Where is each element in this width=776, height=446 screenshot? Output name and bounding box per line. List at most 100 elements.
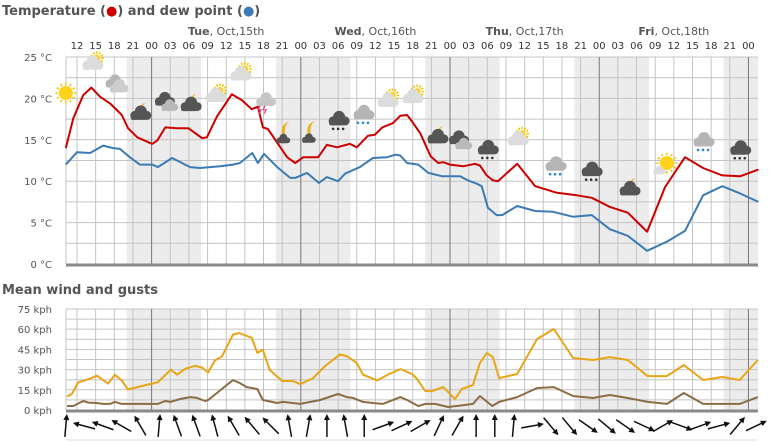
- partly-cloudy-day-icon: [230, 61, 252, 81]
- cloudy-night-icon: [619, 177, 641, 196]
- day-label: Tue, Oct,15th: [188, 25, 264, 38]
- arrow-head: [111, 420, 119, 426]
- y-tick-label: 10 °C: [24, 177, 52, 188]
- wind-direction-arrow-icon: [433, 415, 445, 437]
- wind-direction-arrow-icon: [305, 414, 313, 437]
- partly-cloudy-day-icon: [402, 84, 425, 104]
- wind-chart-title: Mean wind and gusts: [2, 283, 158, 298]
- wind-direction-arrow-icon: [745, 420, 767, 432]
- moon-night-icon: [302, 121, 317, 143]
- day-name: Fri: [638, 25, 654, 38]
- hour-tick-label: 00: [444, 41, 457, 52]
- arrow-head: [91, 421, 99, 427]
- moon-night-icon: [276, 121, 291, 144]
- wind-direction-arrow-icon: [323, 414, 330, 437]
- arrow-head: [210, 414, 217, 421]
- hour-tick-label: 18: [108, 41, 121, 52]
- arrow-head: [244, 416, 251, 424]
- hour-tick-label: 03: [164, 41, 177, 52]
- day-label: Thu, Oct,17th: [486, 25, 564, 38]
- partly-cloudy-day-icon: [82, 51, 104, 70]
- arrow-shaft: [372, 422, 391, 431]
- arrow-head: [570, 428, 578, 436]
- wind-direction-arrow-icon: [615, 419, 636, 433]
- y-tick-label: 5 °C: [30, 219, 52, 230]
- arrow-head: [609, 427, 616, 434]
- arrow-head: [341, 414, 348, 421]
- arrow-shaft: [543, 417, 557, 433]
- hour-tick-label: 18: [556, 41, 569, 52]
- rain-light-icon: [693, 131, 715, 152]
- hour-tick-label: 21: [425, 41, 438, 52]
- wind-direction-arrow-icon: [156, 414, 163, 438]
- arrow-shaft: [561, 417, 576, 433]
- wind-direction-arrow-icon: [543, 417, 559, 436]
- arrow-shaft: [745, 421, 764, 432]
- arrow-head: [723, 421, 731, 428]
- arrow-shaft: [212, 418, 219, 437]
- arrow-head: [285, 414, 292, 421]
- arrow-shaft: [135, 418, 147, 436]
- hour-tick-label: 09: [350, 41, 363, 52]
- overcast-icon: [154, 91, 179, 111]
- axis-labels: 0 °C 5 °C 10 °C 15 °C 20 °C 25 °C 0 kph 15 kph 3…: [18, 25, 755, 417]
- wind-direction-arrow-icon: [410, 419, 431, 433]
- wind-plot: [65, 308, 759, 413]
- title-text: ) and dew point (: [117, 4, 243, 19]
- arrow-shaft: [246, 419, 260, 435]
- partly-cloudy-day-icon: [205, 83, 228, 102]
- arrow-head: [537, 421, 544, 428]
- weather-icons: [55, 51, 752, 196]
- arrow-shaft: [174, 418, 183, 437]
- clear-day-icon: [55, 82, 77, 104]
- arrow-head: [457, 415, 464, 423]
- temperature-plot: [64, 56, 759, 267]
- hour-tick-label: 18: [406, 41, 419, 52]
- y-tick-label: 45 kph: [18, 345, 52, 356]
- arrow-shaft: [633, 420, 652, 431]
- wind-direction-arrow-icon: [451, 415, 464, 436]
- arrow-head: [738, 416, 745, 424]
- wind-direction-arrow-icon: [227, 415, 240, 436]
- hour-tick-label: 03: [313, 41, 326, 52]
- arrow-shaft: [229, 418, 240, 436]
- arrow-shaft: [597, 418, 614, 432]
- cloudy-night-icon: [130, 102, 152, 120]
- arrow-shaft: [511, 417, 515, 438]
- arrow-shaft: [670, 421, 690, 430]
- wind-direction-arrow-icon: [597, 418, 616, 434]
- arrow-shaft: [521, 423, 541, 429]
- arrow-head: [552, 428, 559, 436]
- gusts-line: [66, 328, 759, 400]
- hour-tick-label: 06: [332, 41, 345, 52]
- wind-direction-arrow-icon: [361, 414, 368, 437]
- arrow-head: [423, 419, 431, 426]
- hour-tick-label: 12: [369, 41, 382, 52]
- wind-direction-arrow-icon: [72, 421, 96, 430]
- arrow-head: [172, 414, 179, 422]
- y-tick-label: 75 kph: [18, 305, 52, 316]
- arrow-shaft: [451, 418, 463, 436]
- hour-tick-label: 21: [574, 41, 587, 52]
- hour-tick-label: 06: [481, 41, 494, 52]
- rain-light-icon: [353, 104, 375, 125]
- wind-direction-arrow-icon: [134, 415, 147, 436]
- day-date: , Oct,16th: [362, 25, 417, 38]
- day-label: Wed, Oct,16th: [334, 25, 416, 38]
- arrow-head: [361, 414, 368, 420]
- title-text: Temperature (: [2, 4, 106, 19]
- hour-tick-label: 03: [612, 41, 625, 52]
- arrow-head: [156, 414, 163, 421]
- wind-direction-arrow-icon: [91, 421, 114, 431]
- wind-direction-arrow-icon: [262, 417, 280, 435]
- wind-direction-arrow-icon: [341, 414, 349, 437]
- arrow-shaft: [652, 421, 670, 433]
- day-label: Fri, Oct,18th: [638, 25, 709, 38]
- wind-direction-arrow-icon: [670, 421, 693, 431]
- hour-tick-label: 12: [220, 41, 233, 52]
- y-tick-label: 15 °C: [24, 136, 52, 147]
- wind-direction-arrow-icon: [510, 414, 517, 438]
- arrow-shaft: [64, 417, 68, 438]
- hour-tick-label: 00: [593, 41, 606, 52]
- arrow-head: [704, 421, 712, 427]
